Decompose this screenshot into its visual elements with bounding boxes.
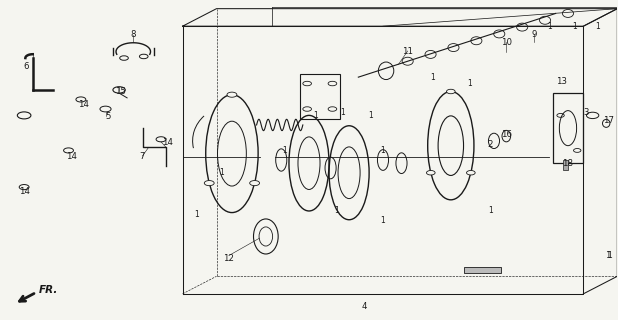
Text: 1: 1 [334, 206, 339, 215]
Ellipse shape [402, 57, 413, 65]
Text: 1: 1 [547, 22, 552, 31]
Circle shape [205, 180, 214, 186]
Text: 1: 1 [605, 251, 611, 260]
Text: 4: 4 [362, 302, 367, 311]
Text: 1: 1 [219, 168, 224, 177]
Text: 18: 18 [562, 159, 574, 168]
Bar [464, 267, 501, 273]
Text: 1: 1 [341, 108, 345, 117]
Text: 1: 1 [313, 111, 318, 120]
Ellipse shape [562, 10, 574, 17]
Text: 2: 2 [487, 140, 493, 148]
Text: 14: 14 [19, 188, 30, 196]
Ellipse shape [471, 37, 482, 45]
Text: 1: 1 [195, 210, 199, 219]
Text: 5: 5 [106, 113, 111, 122]
Text: 1: 1 [368, 111, 373, 120]
Bar [300, 74, 340, 119]
Bar [563, 160, 568, 170]
Text: 12: 12 [223, 254, 234, 263]
Circle shape [227, 92, 237, 97]
Text: 8: 8 [130, 30, 136, 39]
Text: FR.: FR. [39, 285, 58, 295]
Text: 14: 14 [162, 138, 172, 147]
Text: 1: 1 [381, 216, 386, 225]
Bar [552, 93, 583, 163]
Text: 1: 1 [595, 22, 600, 31]
Text: 1: 1 [607, 251, 612, 260]
Text: 3: 3 [584, 108, 589, 117]
Ellipse shape [540, 16, 551, 24]
Text: 9: 9 [531, 30, 537, 39]
Text: 13: 13 [556, 77, 567, 86]
Ellipse shape [448, 44, 459, 52]
Text: 17: 17 [603, 116, 614, 125]
Text: 1: 1 [430, 73, 434, 82]
Text: 1: 1 [282, 146, 287, 155]
Text: 6: 6 [24, 61, 29, 70]
Circle shape [467, 171, 475, 175]
Text: 1: 1 [572, 22, 577, 31]
Circle shape [250, 180, 260, 186]
Text: 11: 11 [402, 47, 413, 56]
Text: 1: 1 [488, 206, 493, 215]
Text: 14: 14 [78, 100, 90, 109]
Ellipse shape [494, 30, 505, 38]
Circle shape [426, 171, 435, 175]
Text: 15: 15 [116, 87, 127, 96]
Ellipse shape [517, 23, 528, 31]
Ellipse shape [425, 51, 436, 58]
Text: 14: 14 [66, 152, 77, 161]
Circle shape [446, 89, 455, 94]
Text: 7: 7 [140, 152, 145, 161]
Text: 10: 10 [501, 38, 512, 47]
Text: 1: 1 [381, 146, 386, 155]
Text: 16: 16 [501, 130, 512, 139]
Text: 1: 1 [467, 79, 472, 88]
